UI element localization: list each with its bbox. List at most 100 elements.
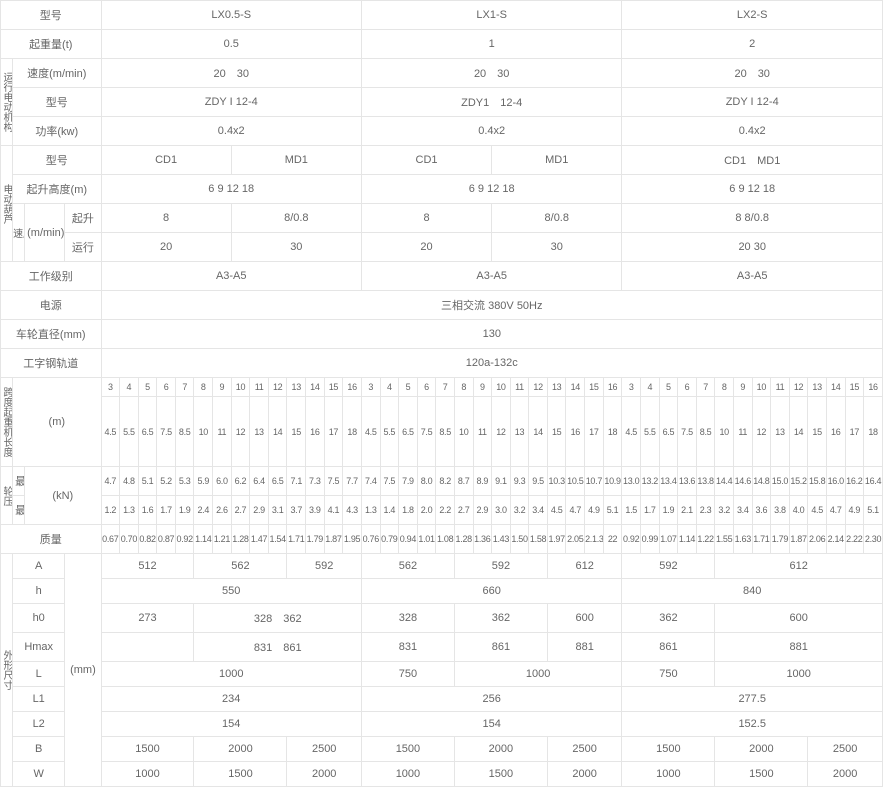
dim-A-2: 592 <box>287 554 362 579</box>
data-cell: 10.3 <box>547 467 566 496</box>
hoist-model-3: MD1 <box>492 146 622 175</box>
dim-A-0: 512 <box>101 554 194 579</box>
data-cell: 12 <box>529 378 548 397</box>
data-cell: 1.4 <box>380 496 399 525</box>
data-cell: 4 <box>120 378 139 397</box>
data-cell: 3.4 <box>733 496 752 525</box>
dim-Hmax-4: 861 <box>622 633 715 662</box>
data-cell: 14 <box>306 378 325 397</box>
data-cell: 4.5 <box>547 496 566 525</box>
data-cell: 6.5 <box>659 397 678 467</box>
hoist-up-0: 8 <box>101 204 231 233</box>
data-cell: 13 <box>771 397 790 467</box>
data-cell: 13 <box>510 397 529 467</box>
data-cell: 22 <box>603 525 622 554</box>
power-source: 三相交流 380V 50Hz <box>101 291 882 320</box>
data-cell: 2.0 <box>417 496 436 525</box>
data-cell: 1.58 <box>529 525 548 554</box>
lift-height-label: 起升高度(m) <box>13 175 101 204</box>
data-cell: 10.7 <box>585 467 604 496</box>
hoist-model-4: CD1 MD1 <box>622 146 883 175</box>
data-cell: 4.7 <box>566 496 585 525</box>
data-cell: 1.9 <box>659 496 678 525</box>
data-cell: 8.7 <box>454 467 473 496</box>
dim-h0-0: 273 <box>101 604 194 633</box>
data-cell: 5.5 <box>120 397 139 467</box>
data-cell: 1.21 <box>213 525 232 554</box>
data-cell: 10 <box>492 378 511 397</box>
data-cell: 8 <box>194 378 213 397</box>
data-cell: 0.92 <box>175 525 194 554</box>
data-cell: 5 <box>399 378 418 397</box>
data-cell: 18 <box>603 397 622 467</box>
run-motor-side: 运行电动机构 <box>1 59 13 146</box>
data-cell: 6.5 <box>138 397 157 467</box>
data-cell: 4.5 <box>622 397 641 467</box>
work-class-2: A3-A5 <box>622 262 883 291</box>
dim-B-8: 2500 <box>808 737 883 762</box>
data-cell: 1.5 <box>622 496 641 525</box>
data-cell: 5 <box>659 378 678 397</box>
dim-Hmax-2: 861 <box>454 633 547 662</box>
dim-L-0: 1000 <box>101 662 361 687</box>
data-cell: 3 <box>622 378 641 397</box>
dim-h0-5: 362 <box>622 604 715 633</box>
dim-L-4: 1000 <box>715 662 883 687</box>
data-cell: 6.5 <box>399 397 418 467</box>
data-cell: 16 <box>603 378 622 397</box>
data-cell: 10 <box>231 378 250 397</box>
data-cell: 15 <box>845 378 864 397</box>
data-cell: 5 <box>138 378 157 397</box>
data-cell: 14 <box>566 378 585 397</box>
dim-Hmax-blank <box>101 633 194 662</box>
hoist-up-4: 8 8/0.8 <box>622 204 883 233</box>
data-cell: 4.7 <box>826 496 845 525</box>
data-cell: 17 <box>585 397 604 467</box>
dim-Hmax-3: 881 <box>547 633 622 662</box>
data-cell: 4.5 <box>808 496 827 525</box>
dim-h0-6: 600 <box>715 604 883 633</box>
data-cell: 16 <box>343 378 362 397</box>
data-cell: 2.14 <box>826 525 845 554</box>
data-cell: 7.5 <box>380 467 399 496</box>
data-cell: 1.95 <box>343 525 362 554</box>
data-cell: 7.5 <box>678 397 697 467</box>
motor-power-2: 0.4x2 <box>622 117 883 146</box>
data-cell: 1.2 <box>101 496 120 525</box>
data-cell: 16.4 <box>864 467 883 496</box>
data-cell: 1.50 <box>510 525 529 554</box>
dim-L-3: 750 <box>622 662 715 687</box>
data-cell: 9 <box>733 378 752 397</box>
data-cell: 1.28 <box>231 525 250 554</box>
span-unit: (m) <box>13 378 101 467</box>
data-cell: 11 <box>771 378 790 397</box>
dim-B-4: 2000 <box>454 737 547 762</box>
dims-side: 外形尺寸 <box>1 554 13 787</box>
data-cell: 4 <box>641 378 660 397</box>
dim-h-1: 660 <box>361 579 621 604</box>
motor-power-1: 0.4x2 <box>361 117 621 146</box>
data-cell: 14.8 <box>752 467 771 496</box>
lift-height-2: 6 9 12 18 <box>622 175 883 204</box>
capacity-0: 0.5 <box>101 30 361 59</box>
data-cell: 15 <box>287 397 306 467</box>
dim-L-label: L <box>13 662 65 687</box>
dim-Hmax-1: 831 <box>361 633 454 662</box>
speed-1: 20 30 <box>361 59 621 88</box>
dim-h0-3: 362 <box>454 604 547 633</box>
data-cell: 11 <box>250 378 269 397</box>
data-cell: 1.55 <box>715 525 734 554</box>
data-cell: 1.43 <box>492 525 511 554</box>
data-cell: 0.70 <box>120 525 139 554</box>
motor-model-2: ZDY I 12-4 <box>622 88 883 117</box>
data-cell: 1.79 <box>771 525 790 554</box>
data-cell: 6.4 <box>250 467 269 496</box>
dim-h0-1: 328 362 <box>194 604 361 633</box>
hoist-up-3: 8/0.8 <box>492 204 622 233</box>
data-cell: 1.47 <box>250 525 269 554</box>
data-cell: 6 <box>678 378 697 397</box>
data-cell: 7.5 <box>157 397 176 467</box>
data-cell: 16.0 <box>826 467 845 496</box>
data-cell: 1.87 <box>324 525 343 554</box>
dim-A-4: 592 <box>454 554 547 579</box>
